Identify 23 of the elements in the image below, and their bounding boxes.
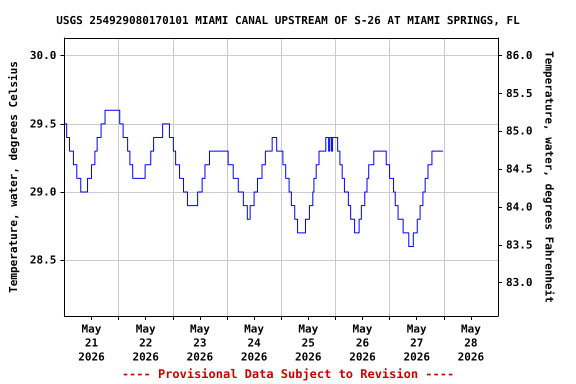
y2-tick-label: 86.0 bbox=[506, 48, 532, 62]
x-tick-label: May 24 2026 bbox=[240, 322, 268, 364]
x-tick-label: May 28 2026 bbox=[458, 322, 485, 364]
y2-axis-title: Temperature, water, degrees Fahrenheit bbox=[542, 51, 556, 303]
x-tick-label: May 21 2026 bbox=[78, 322, 106, 364]
y-tick-label: 30.0 bbox=[30, 49, 56, 62]
y-tick-label: 29.0 bbox=[30, 185, 56, 198]
y2-tick-label: 83.0 bbox=[506, 276, 532, 290]
y-tick-label: 28.5 bbox=[30, 254, 56, 267]
x-tick-label: May 23 2026 bbox=[186, 322, 214, 364]
x-tick-label: May 26 2026 bbox=[349, 322, 376, 364]
text: ---- Provisional Data Subject to Revision ---- bbox=[122, 367, 454, 381]
y2-tick-label: 83.5 bbox=[506, 238, 532, 252]
y2-tick-label: 85.5 bbox=[506, 86, 532, 100]
y2-tick-label: 84.5 bbox=[506, 162, 532, 176]
chart-title: USGS 254929080170101 MIAMI CANAL UPSTREAM OF S-26 AT MIAMI SPRINGS, FL bbox=[56, 14, 520, 27]
x-tick-label: May 27 2026 bbox=[403, 322, 430, 364]
x-tick-label: May 22 2026 bbox=[132, 322, 160, 364]
y-tick-label: 29.5 bbox=[30, 117, 56, 130]
y-axis-title: Temperature, water, degrees Celsius bbox=[7, 61, 20, 293]
y2-tick-label: 84.0 bbox=[506, 200, 532, 214]
x-tick-label: May 25 2026 bbox=[295, 322, 322, 364]
y2-tick-label: 85.0 bbox=[506, 124, 532, 138]
